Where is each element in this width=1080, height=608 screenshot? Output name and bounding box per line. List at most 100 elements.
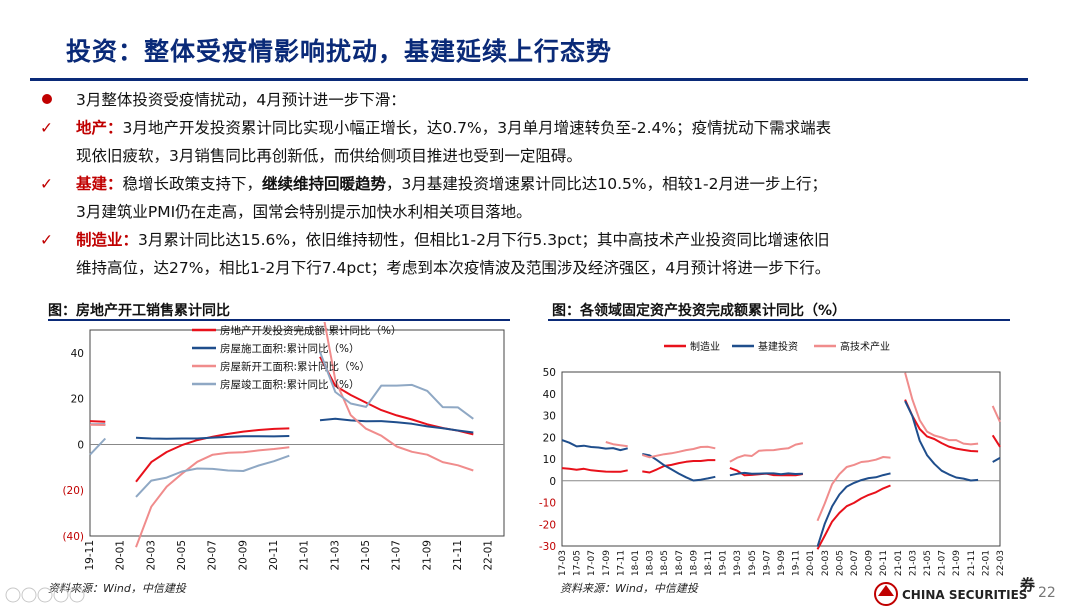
chart1-title-rule xyxy=(48,319,510,321)
series-line-3 xyxy=(605,441,628,448)
x-tick-label: 20-01 xyxy=(115,540,127,571)
x-tick-label: 21-01 xyxy=(299,540,311,571)
x-tick-label: 21-05 xyxy=(360,540,372,571)
x-tick-label: 17-11 xyxy=(616,550,626,576)
y-tick-label: 20 xyxy=(71,394,84,406)
series-line-2 xyxy=(561,439,628,452)
y-tick-label: 10 xyxy=(543,454,556,466)
x-tick-label: 19-05 xyxy=(748,550,758,576)
chart2-title: 图：各领域固定资产投资完成额累计同比（%） xyxy=(552,303,847,319)
y-tick-label: -20 xyxy=(539,519,556,531)
x-tick-label: 22-01 xyxy=(981,550,991,576)
slide-nav-icons[interactable] xyxy=(4,586,104,604)
x-tick-label: 19-11 xyxy=(792,550,802,576)
bullet-dot-icon xyxy=(40,86,76,114)
x-tick-label: 21-09 xyxy=(952,550,962,576)
series-line-3 xyxy=(323,322,474,472)
legend-label-1: 房地产开发投资完成额:累计同比（%） xyxy=(220,324,402,337)
slide-title: 投资：整体受疫情影响扰动，基建延续上行态势 xyxy=(66,37,613,66)
chart1-real-estate: 40 20 0 (20) (40)19-11 20-01 20-03 20-05 20-07 20… xyxy=(62,322,505,571)
x-tick-label: 20-07 xyxy=(850,550,860,576)
series-line-3 xyxy=(135,446,290,548)
logo-text: CHINA SECURITIES xyxy=(902,588,1027,602)
bullet-summary: 3月整体投资受疫情扰动，4月预计进一步下滑： xyxy=(40,86,1050,114)
x-tick-label: 21-03 xyxy=(329,540,341,571)
x-tick-label: 21-05 xyxy=(923,550,933,576)
x-tick-label: 20-11 xyxy=(879,550,889,576)
legend-label-1: 制造业 xyxy=(690,340,720,353)
series-line-1 xyxy=(904,399,979,453)
x-tick-label: 19-09 xyxy=(777,550,787,576)
bullet-infrastructure: ✓ 基建：稳增长政策支持下，继续维持回暖趋势，3月基建投资增速累计同比达10.5%… xyxy=(40,170,1050,198)
x-tick-label: 18-07 xyxy=(675,550,685,576)
x-tick-label: 17-07 xyxy=(587,550,597,576)
x-tick-label: 18-01 xyxy=(631,550,641,576)
x-tick-label: 18-03 xyxy=(646,550,656,576)
bullet-real-estate: ✓ 地产：3月地产开发投资累计同比实现小幅正增长，达0.7%，3月单月增速转负至-… xyxy=(40,114,1050,142)
series-line-1 xyxy=(89,420,106,423)
page-number: 22 xyxy=(1038,585,1056,601)
series-line-3 xyxy=(816,456,891,522)
infrastructure-emphasis: 继续维持回暖趋势 xyxy=(262,175,387,193)
legend-label-3: 房屋新开工面积:累计同比（%） xyxy=(220,360,370,373)
x-tick-label: 22-03 xyxy=(996,550,1006,576)
manufacturing-heading: 制造业： xyxy=(76,231,139,249)
chart1-source: 资料来源：Wind，中信建投 xyxy=(48,582,186,595)
x-tick-label: 19-01 xyxy=(719,550,729,576)
bullet-manufacturing-cont: 维持高位，达27%，相比1-2月下行7.4pct；考虑到本次疫情波及范围涉及经济… xyxy=(40,254,1050,282)
series-line-3 xyxy=(991,405,1001,423)
x-tick-label: 20-01 xyxy=(806,550,816,576)
x-tick-label: 18-09 xyxy=(689,550,699,576)
x-tick-label: 20-11 xyxy=(268,540,280,571)
y-tick-label: (20) xyxy=(62,485,84,497)
y-tick-label: 50 xyxy=(543,367,556,379)
infrastructure-text-a: 稳增长政策支持下， xyxy=(122,175,263,193)
logo-glyph: 券 xyxy=(1020,576,1036,594)
series-line-1 xyxy=(816,484,891,550)
bullet-list: 3月整体投资受疫情扰动，4月预计进一步下滑： ✓ 地产：3月地产开发投资累计同比实… xyxy=(40,86,1050,282)
x-tick-label: 21-07 xyxy=(391,540,403,571)
x-tick-label: 21-03 xyxy=(908,550,918,576)
x-tick-label: 19-03 xyxy=(733,550,743,576)
series-line-2 xyxy=(816,472,891,548)
series-line-3 xyxy=(641,445,716,459)
series-line-1 xyxy=(642,459,716,474)
infrastructure-text-b: ，3月基建投资增速累计同比达10.5%，相较1-2月进一步上行； xyxy=(386,175,827,193)
series-line-2 xyxy=(642,453,716,482)
x-tick-label: 20-09 xyxy=(865,550,875,576)
y-tick-label: 40 xyxy=(71,348,84,360)
manufacturing-text: 3月累计同比达15.6%，依旧维持韧性，但相比1-2月下行5.3pct；其中高技… xyxy=(138,231,830,249)
y-tick-label: 0 xyxy=(549,476,556,488)
x-tick-label: 20-03 xyxy=(145,540,157,571)
series-line-2 xyxy=(904,400,979,482)
bullet-infrastructure-cont: 3月建筑业PMI仍在走高，国常会特别提示加快水利相关项目落地。 xyxy=(40,198,1050,226)
chart1-title: 图：房地产开工销售累计同比 xyxy=(48,303,230,319)
x-tick-label: 20-05 xyxy=(176,540,188,571)
series-line-4 xyxy=(89,437,107,456)
check-icon: ✓ xyxy=(40,175,53,193)
series-line-3 xyxy=(904,372,979,446)
x-tick-label: 21-07 xyxy=(938,550,948,576)
real-estate-text-cont: 现依旧疲软，3月销售同比再创新低，而供给侧项目推进也受到一定阻碍。 xyxy=(76,147,582,165)
x-tick-label: 18-11 xyxy=(704,550,714,576)
bullet-manufacturing: ✓ 制造业：3月累计同比达15.6%，依旧维持韧性，但相比1-2月下行5.3pct… xyxy=(40,226,1050,254)
plot-frame xyxy=(89,329,505,537)
y-tick-label: 30 xyxy=(543,411,556,423)
chart2-title-rule xyxy=(548,319,1010,321)
legend-label-3: 高技术产业 xyxy=(840,340,890,353)
series-line-2 xyxy=(319,417,474,434)
y-tick-label: -10 xyxy=(539,498,556,510)
series-line-2 xyxy=(135,435,290,440)
series-line-4 xyxy=(135,454,290,498)
x-tick-label: 20-09 xyxy=(237,540,249,571)
plot-frame xyxy=(561,371,1001,547)
bullet-real-estate-cont: 现依旧疲软，3月销售同比再创新低，而供给侧项目推进也受到一定阻碍。 xyxy=(40,142,1050,170)
legend-label-2: 基建投资 xyxy=(758,340,798,353)
x-tick-label: 19-11 xyxy=(84,540,96,571)
x-tick-label: 20-03 xyxy=(821,550,831,576)
series-line-3 xyxy=(729,442,804,463)
x-tick-label: 21-01 xyxy=(894,550,904,576)
x-tick-label: 20-07 xyxy=(207,540,219,571)
legend-label-4: 房屋竣工面积:累计同比（%） xyxy=(220,378,360,391)
